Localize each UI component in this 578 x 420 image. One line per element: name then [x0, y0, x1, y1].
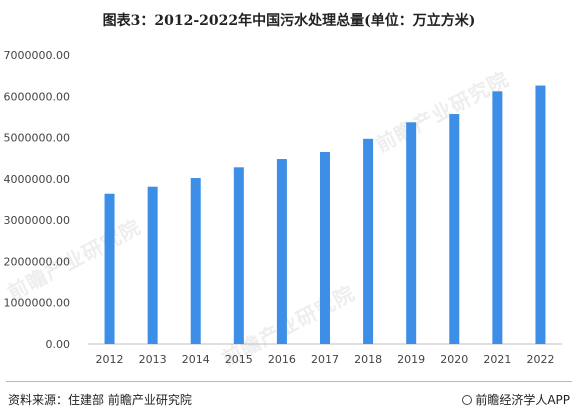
x-tick-label: 2019 [397, 353, 425, 366]
x-tick-label: 2013 [139, 353, 167, 366]
brand-credit: 前瞻经济学人APP [462, 391, 570, 408]
footer-divider [6, 381, 572, 382]
x-tick-label: 2012 [96, 353, 124, 366]
brand-logo-icon [462, 395, 473, 405]
x-tick-label: 2014 [182, 353, 210, 366]
chart-title: 图表3：2012-2022年中国污水处理总量(单位：万立方米) [102, 13, 476, 29]
bar-2018 [363, 138, 374, 344]
y-tick-label: 0.00 [46, 338, 71, 351]
bar-2015 [233, 167, 244, 344]
x-tick-label: 2020 [440, 353, 468, 366]
source-note: 资料来源：住建部 前瞻产业研究院 [8, 393, 192, 407]
y-tick-label: 6000000.00 [4, 90, 70, 103]
y-tick-label: 5000000.00 [4, 132, 70, 145]
y-tick-label: 3000000.00 [4, 214, 70, 227]
bar-2020 [449, 114, 460, 344]
x-tick-label: 2015 [225, 353, 253, 366]
bar-2016 [276, 159, 287, 344]
bar-2012 [104, 193, 115, 344]
bar-2014 [190, 178, 201, 344]
y-tick-label: 1000000.00 [4, 297, 70, 310]
bar-2021 [492, 91, 503, 345]
y-tick-label: 4000000.00 [4, 173, 70, 186]
bar-chart: 0.00 1000000.00 2000000.00 3000000.00 400000… [4, 49, 562, 366]
bar-series [104, 85, 546, 345]
bar-2013 [147, 186, 158, 344]
x-tick-label: 2021 [483, 353, 511, 366]
y-tick-label: 7000000.00 [4, 49, 70, 62]
y-axis: 0.00 1000000.00 2000000.00 3000000.00 400000… [4, 49, 70, 351]
brand-name: 前瞻经济学人APP [475, 393, 570, 407]
bar-2019 [406, 122, 417, 344]
bar-2017 [320, 152, 330, 344]
x-tick-label: 2016 [268, 353, 296, 366]
x-tick-label: 2022 [526, 353, 554, 366]
x-axis: 2012 2013 2014 2015 2016 2017 2018 2019 2020 2021… [96, 353, 555, 366]
x-tick-label: 2017 [311, 353, 339, 366]
bar-2022 [535, 85, 546, 345]
x-tick-label: 2018 [354, 353, 382, 366]
y-tick-label: 2000000.00 [4, 255, 70, 268]
